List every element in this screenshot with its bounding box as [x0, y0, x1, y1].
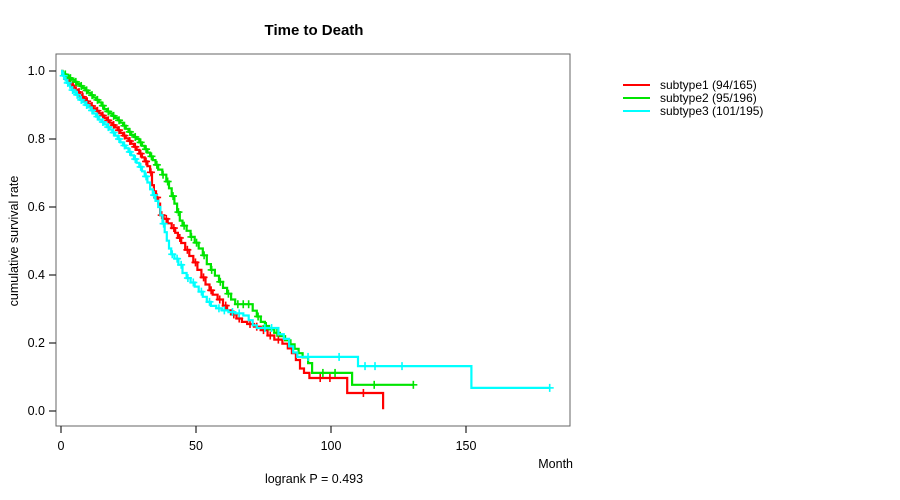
y-tick-label: 0.8	[28, 132, 45, 146]
legend-line-swatch	[623, 110, 650, 112]
legend-item-2: subtype2 (95/196)	[623, 91, 763, 105]
x-tick-label: 50	[189, 439, 203, 453]
legend-item-3: subtype3 (101/195)	[623, 104, 764, 118]
survival-curve-subtype1	[61, 69, 385, 410]
y-tick-label: 0.4	[28, 268, 45, 282]
survival-curve-subtype3	[61, 69, 550, 389]
y-tick-label: 0.6	[28, 200, 45, 214]
legend-line-swatch	[623, 97, 650, 99]
y-axis-title: cumulative survival rate	[7, 175, 21, 307]
legend: subtype1 (94/165) subtype2 (95/196) subtyp…	[623, 78, 764, 118]
x-tick-label: 150	[456, 439, 477, 453]
y-tick-label: 0.2	[28, 336, 45, 350]
y-tick-label: 0.0	[28, 404, 45, 418]
plot-frame	[55, 53, 571, 427]
y-tick-label: 1.0	[28, 64, 45, 78]
legend-label: subtype1 (94/165)	[660, 78, 757, 92]
logrank-pvalue-text: logrank P = 0.493	[264, 472, 364, 486]
legend-line-swatch	[623, 84, 650, 86]
chart-title: Time to Death	[264, 22, 364, 39]
x-axis-title: Month	[538, 457, 573, 471]
legend-label: subtype2 (95/196)	[660, 91, 757, 105]
x-tick-label: 100	[321, 439, 342, 453]
legend-label: subtype3 (101/195)	[660, 104, 764, 118]
x-tick-label: 0	[58, 439, 65, 453]
legend-item-1: subtype1 (94/165)	[623, 78, 763, 92]
